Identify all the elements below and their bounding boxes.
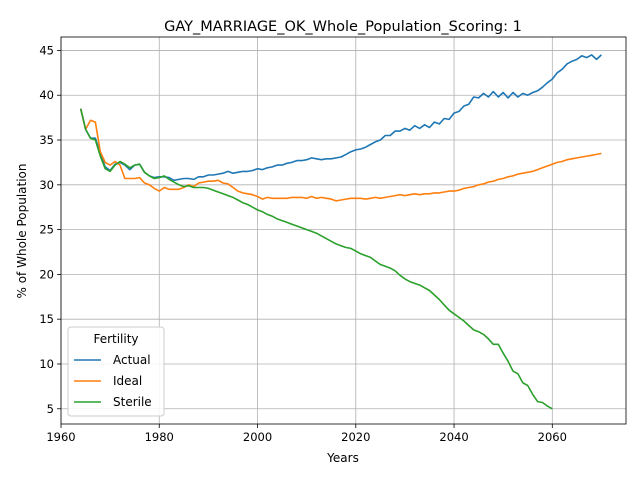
y-tick-label: 20 bbox=[39, 267, 54, 281]
y-tick-label: 5 bbox=[47, 402, 54, 416]
series-line-sterile bbox=[79, 108, 553, 410]
legend: Fertility Actual Ideal Sterile bbox=[67, 326, 165, 417]
x-axis-label: Years bbox=[326, 451, 359, 465]
y-tick-label: 45 bbox=[39, 43, 54, 57]
y-axis: 5 10 15 20 25 30 35 40 45 bbox=[39, 43, 61, 416]
series-layer bbox=[79, 54, 602, 410]
series-line-ideal bbox=[79, 108, 602, 202]
chart-title: GAY_MARRIAGE_OK_Whole_Population_Scoring… bbox=[164, 19, 522, 35]
x-tick-label: 2040 bbox=[439, 430, 468, 444]
x-axis: 1960 1980 2000 2020 2040 2060 bbox=[46, 424, 567, 444]
plot-frame bbox=[60, 36, 627, 425]
y-tick-label: 35 bbox=[39, 133, 54, 147]
legend-label-sterile: Sterile bbox=[113, 395, 152, 409]
x-tick-label: 2060 bbox=[538, 430, 567, 444]
legend-items: Actual Ideal Sterile bbox=[74, 353, 152, 409]
y-axis-label: % of Whole Population bbox=[15, 164, 29, 299]
x-tick-label: 2000 bbox=[243, 430, 272, 444]
legend-title: Fertility bbox=[93, 332, 138, 346]
y-tick-label: 25 bbox=[39, 223, 54, 237]
legend-box bbox=[67, 326, 165, 417]
y-tick-label: 40 bbox=[39, 88, 54, 102]
y-tick-label: 15 bbox=[39, 312, 54, 326]
y-tick-label: 10 bbox=[39, 357, 54, 371]
y-tick-label: 30 bbox=[39, 178, 54, 192]
legend-label-ideal: Ideal bbox=[113, 374, 142, 388]
x-tick-label: 2020 bbox=[341, 430, 370, 444]
x-tick-label: 1980 bbox=[145, 430, 174, 444]
x-tick-label: 1960 bbox=[46, 430, 75, 444]
legend-label-actual: Actual bbox=[113, 353, 151, 367]
